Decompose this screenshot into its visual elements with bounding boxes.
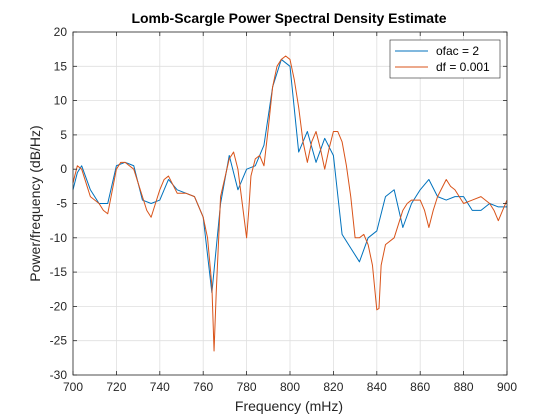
y-tick-labels: -30 -25 -20 -15 -10 -5 0 5 10 15 20	[50, 25, 68, 382]
x-tick-label: 840	[367, 380, 387, 394]
series-layer	[72, 55, 508, 352]
x-tick-label: 820	[323, 380, 343, 394]
y-tick-label: 20	[54, 25, 68, 39]
x-tick-label: 780	[237, 380, 257, 394]
y-tick-label: -20	[50, 299, 68, 313]
x-tick-label: 740	[150, 380, 170, 394]
x-tick-label: 760	[193, 380, 213, 394]
series-line-df	[72, 55, 508, 352]
y-tick-label: 10	[54, 94, 68, 108]
legend-label-ofac: ofac = 2	[436, 44, 479, 58]
x-tick-label: 900	[497, 380, 517, 394]
x-tick-label: 860	[410, 380, 430, 394]
x-axis-label: Frequency (mHz)	[235, 398, 343, 414]
y-axis-label: Power/frequency (dB/Hz)	[27, 125, 43, 281]
y-tick-label: -30	[50, 368, 68, 382]
y-tick-label: 5	[60, 128, 67, 142]
y-tick-label: -15	[50, 265, 68, 279]
x-tick-label: 700	[63, 380, 83, 394]
legend: ofac = 2 df = 0.001	[389, 39, 501, 79]
x-tick-label: 800	[280, 380, 300, 394]
y-tick-label: -25	[50, 334, 68, 348]
x-tick-label: 880	[454, 380, 474, 394]
y-tick-label: 15	[54, 59, 68, 73]
y-tick-label: -10	[50, 231, 68, 245]
x-tick-labels: 700 720 740 760 780 800 820 840 860 880 900	[63, 380, 517, 394]
legend-label-df: df = 0.001	[436, 60, 490, 74]
y-tick-label: -5	[56, 197, 67, 211]
y-tick-label: 0	[60, 162, 67, 176]
tick-marks	[72, 31, 508, 376]
legend-box	[389, 39, 501, 79]
chart-title: Lomb-Scargle Power Spectral Density Esti…	[131, 10, 446, 26]
x-tick-label: 720	[106, 380, 126, 394]
